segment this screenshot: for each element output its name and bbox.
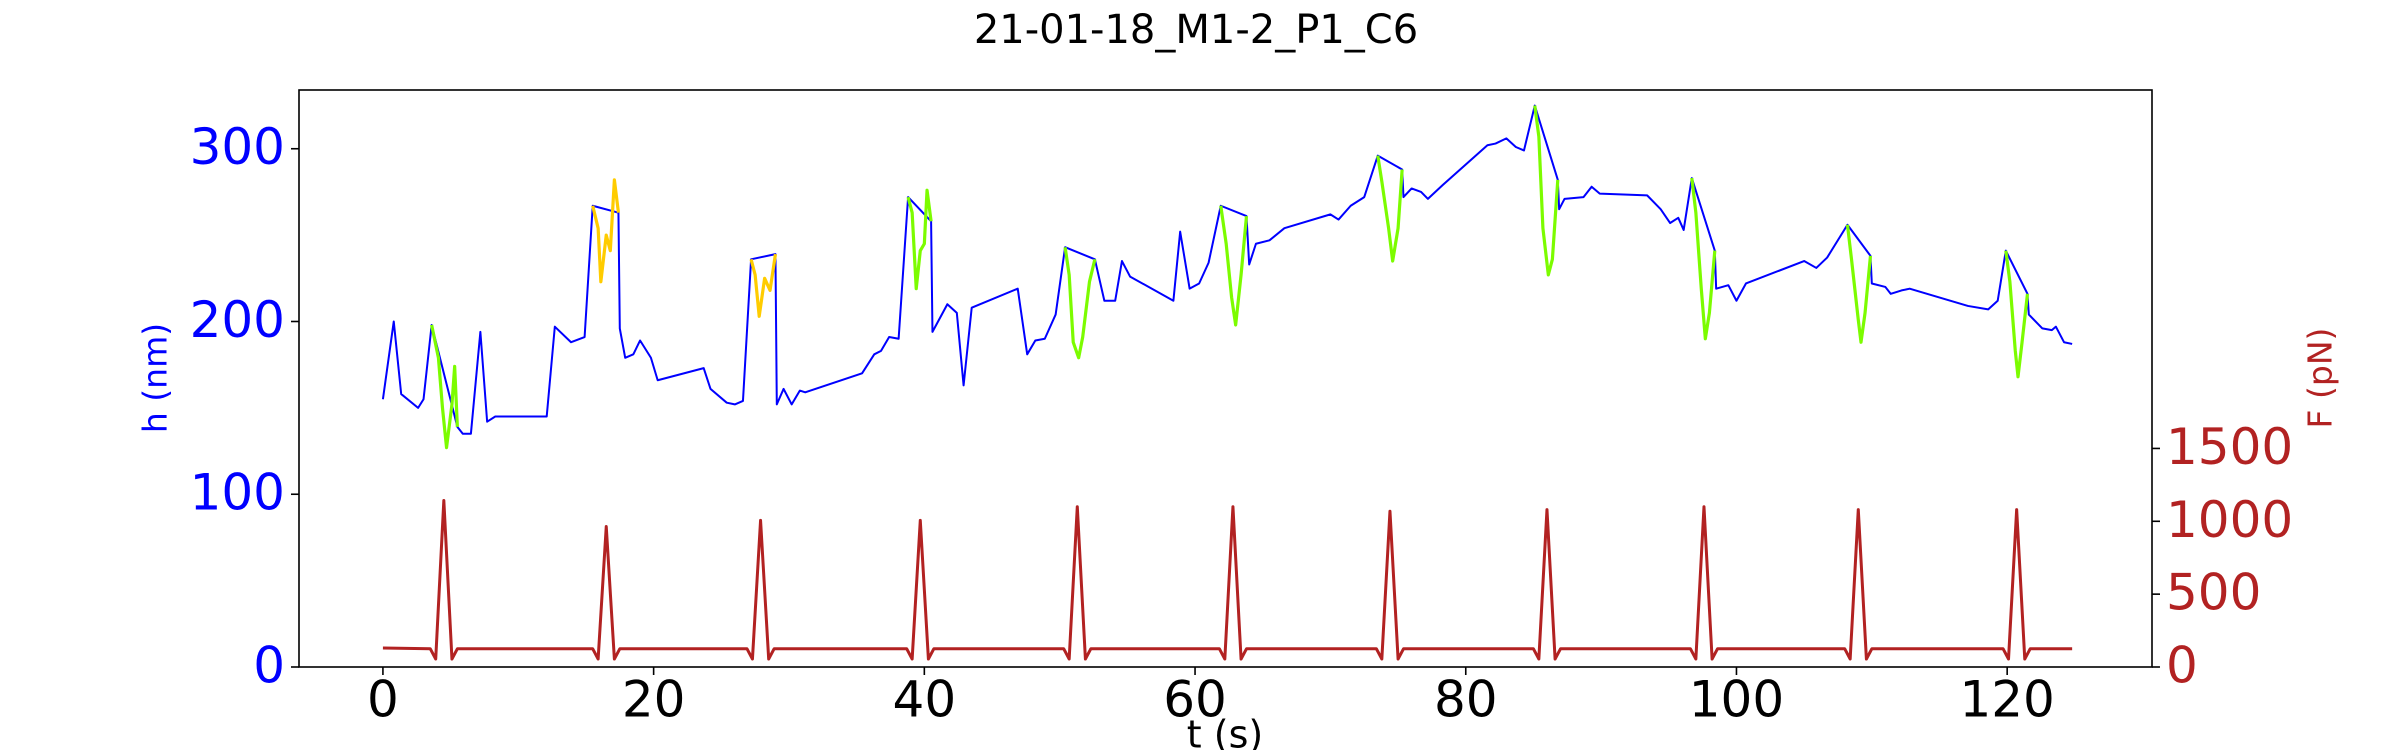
data-line: [1690, 177, 1717, 341]
data-line: [1376, 155, 1404, 263]
y-tick-label: 0: [253, 637, 285, 695]
data-line: [381, 104, 2073, 435]
x-tick-label: 40: [893, 671, 957, 729]
data-line: [749, 253, 778, 318]
y-tick-label: 300: [190, 118, 285, 176]
data-line: [906, 188, 933, 291]
y2-tick-label: 1000: [2166, 491, 2293, 549]
x-tick-label: 20: [622, 671, 686, 729]
y-tick-label: 100: [190, 464, 285, 522]
y-tick-label: 200: [190, 291, 285, 349]
plot-frame: [298, 89, 2153, 668]
x-tick-label: 60: [1163, 671, 1227, 729]
y2-tick-label: 0: [2166, 637, 2198, 695]
data-line: [1063, 246, 1097, 360]
x-tick-label: 80: [1434, 671, 1498, 729]
data-line: [1533, 105, 1560, 277]
y2-axis-label: F (pN): [2301, 328, 2340, 429]
x-tick-label: 120: [1959, 671, 2054, 729]
data-line: [1219, 205, 1249, 327]
data-line: [382, 498, 2073, 661]
y2-tick-label: 500: [2166, 564, 2261, 622]
data-line: [2004, 250, 2030, 379]
y2-tick-label: 1500: [2166, 418, 2293, 476]
y-axis-label: h (nm): [136, 323, 175, 433]
x-tick-label: 100: [1689, 671, 1784, 729]
data-line: [591, 178, 621, 284]
x-tick-label: 0: [367, 671, 399, 729]
data-line: [430, 324, 459, 450]
x-axis-label: t (s): [1187, 713, 1263, 750]
data-line: [1845, 224, 1873, 344]
chart-title: 21-01-18_M1-2_P1_C6: [974, 7, 1418, 53]
